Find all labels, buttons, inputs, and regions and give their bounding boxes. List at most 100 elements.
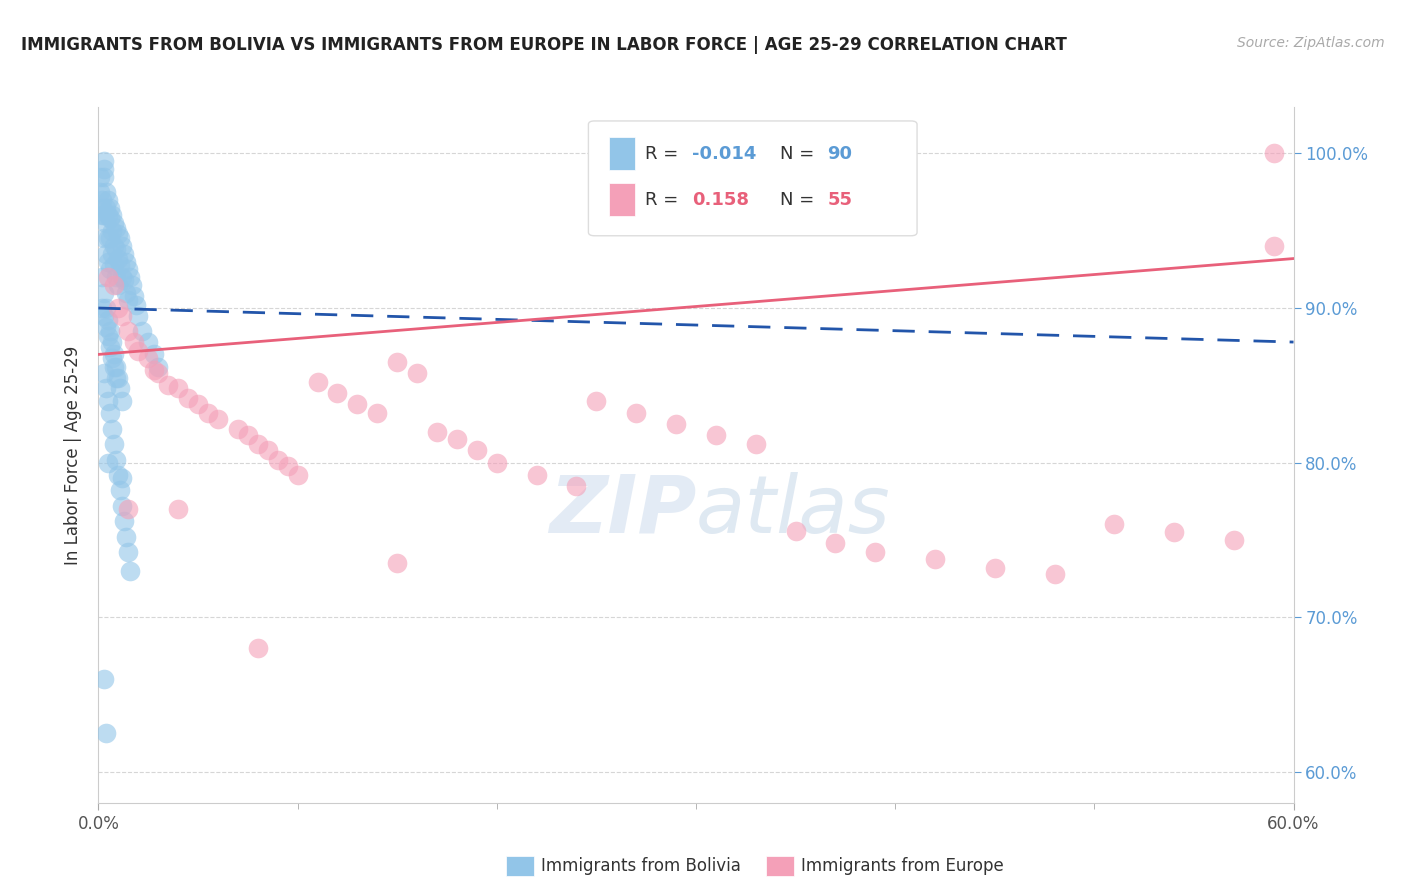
Point [105, 359, 128, 374]
Point [96, 216, 118, 230]
Point [93, 169, 115, 184]
Point [1163, 525, 1185, 540]
Point [136, 351, 159, 365]
Bar [609, 137, 636, 170]
Point [89, 169, 111, 184]
Text: Source: ZipAtlas.com: Source: ZipAtlas.com [1237, 36, 1385, 50]
Point [111, 239, 134, 253]
Point [785, 524, 807, 538]
Point [197, 406, 219, 420]
Point [277, 458, 299, 473]
Point [112, 515, 135, 529]
Point [924, 551, 946, 566]
Point [96, 726, 118, 740]
Point [110, 231, 132, 245]
Point [97, 456, 120, 470]
Point [93, 161, 115, 176]
Point [107, 252, 129, 266]
Point [91, 193, 114, 207]
Point [110, 258, 132, 272]
Point [111, 309, 134, 323]
Point [98, 211, 122, 226]
Point [1043, 566, 1066, 581]
Point [127, 309, 149, 323]
Point [117, 502, 139, 516]
Point [426, 425, 449, 439]
Point [103, 258, 125, 272]
Point [121, 277, 143, 292]
FancyBboxPatch shape [589, 121, 917, 235]
Point [103, 277, 125, 292]
Point [101, 208, 124, 222]
Point [97, 270, 120, 285]
Point [97, 193, 120, 207]
Point [125, 298, 148, 312]
Point [105, 242, 128, 256]
Text: 0.158: 0.158 [692, 191, 749, 209]
Text: 55: 55 [827, 191, 852, 209]
Point [226, 422, 249, 436]
Point [246, 641, 269, 656]
Point [117, 293, 139, 308]
Point [112, 247, 135, 261]
Point [1263, 239, 1285, 253]
Point [745, 437, 768, 451]
Point [485, 456, 508, 470]
Point [98, 324, 122, 338]
Point [124, 288, 146, 302]
Point [984, 561, 1007, 575]
Y-axis label: In Labor Force | Age 25-29: In Labor Force | Age 25-29 [65, 345, 83, 565]
Point [97, 231, 120, 245]
Point [526, 468, 548, 483]
Point [101, 247, 124, 261]
Point [117, 545, 139, 559]
Point [98, 201, 122, 215]
Point [665, 417, 688, 431]
Point [107, 301, 129, 315]
Point [93, 672, 115, 686]
Point [111, 499, 134, 513]
Point [107, 468, 129, 483]
Text: Immigrants from Europe: Immigrants from Europe [801, 857, 1004, 875]
Point [91, 201, 114, 215]
Point [136, 334, 159, 349]
Text: N =: N = [779, 191, 820, 209]
Bar [609, 183, 636, 216]
Point [177, 391, 200, 405]
Point [307, 376, 329, 390]
Point [101, 334, 124, 349]
Text: R =: R = [644, 191, 683, 209]
Point [346, 397, 368, 411]
Point [865, 545, 887, 559]
Point [406, 366, 429, 380]
Point [111, 270, 134, 285]
Point [93, 231, 115, 245]
Point [98, 340, 122, 354]
Point [105, 370, 128, 384]
Point [626, 406, 648, 420]
Point [187, 397, 209, 411]
Text: IMMIGRANTS FROM BOLIVIA VS IMMIGRANTS FROM EUROPE IN LABOR FORCE | AGE 25-29 COR: IMMIGRANTS FROM BOLIVIA VS IMMIGRANTS FR… [21, 36, 1067, 54]
Point [103, 347, 125, 361]
Point [465, 443, 488, 458]
Point [112, 273, 135, 287]
Point [120, 270, 142, 285]
Point [111, 393, 134, 408]
Point [107, 227, 129, 241]
Point [105, 452, 128, 467]
Point [103, 239, 125, 253]
Point [97, 254, 120, 268]
Point [143, 347, 166, 361]
Point [143, 363, 166, 377]
Point [93, 309, 115, 323]
Point [115, 254, 138, 268]
Point [97, 313, 120, 327]
Point [105, 220, 128, 235]
Point [101, 224, 124, 238]
Point [111, 471, 134, 485]
Point [93, 366, 115, 380]
Text: N =: N = [779, 145, 820, 162]
Point [96, 185, 118, 199]
Point [97, 208, 120, 222]
Point [115, 285, 138, 300]
